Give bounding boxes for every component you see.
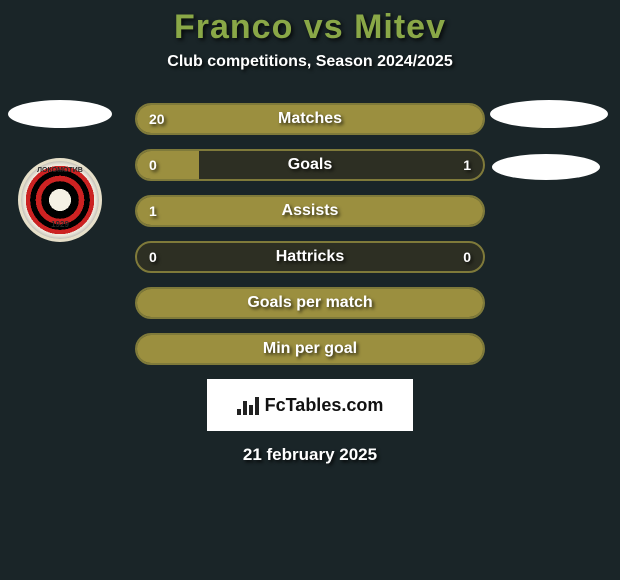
stat-row-assists: 1 Assists	[135, 195, 485, 227]
site-logo[interactable]: FcTables.com	[207, 379, 413, 431]
root-container: Franco vs Mitev Club competitions, Seaso…	[0, 0, 620, 465]
footer-date: 21 february 2025	[0, 445, 620, 465]
stat-value-left: 1	[149, 203, 157, 219]
player-photo-oval-right-1	[490, 100, 608, 128]
site-name: FcTables.com	[265, 395, 384, 416]
stat-row-matches: 20 Matches	[135, 103, 485, 135]
player-photo-oval-right-2	[492, 154, 600, 180]
page-subtitle: Club competitions, Season 2024/2025	[0, 53, 620, 71]
stat-value-right: 1	[463, 157, 471, 173]
club-badge: ЛОКОМОТИВ 1929	[18, 158, 102, 242]
stat-label: Min per goal	[263, 340, 357, 358]
stat-value-left: 20	[149, 111, 165, 127]
stat-fill	[137, 151, 199, 179]
stat-label: Matches	[278, 110, 342, 128]
stat-value-right: 0	[463, 249, 471, 265]
stat-value-left: 0	[149, 157, 157, 173]
stat-label: Goals per match	[247, 294, 372, 312]
club-badge-year: 1929	[21, 220, 99, 229]
stat-label: Hattricks	[276, 248, 344, 266]
club-badge-text: ЛОКОМОТИВ	[21, 167, 99, 174]
stat-value-left: 0	[149, 249, 157, 265]
stat-label: Assists	[282, 202, 339, 220]
stat-row-hattricks: 0 Hattricks 0	[135, 241, 485, 273]
stats-area: ЛОКОМОТИВ 1929 20 Matches 0 Goals 1 1 As…	[0, 103, 620, 365]
stat-row-goals-per-match: Goals per match	[135, 287, 485, 319]
stat-row-goals: 0 Goals 1	[135, 149, 485, 181]
stat-label: Goals	[288, 156, 332, 174]
page-title: Franco vs Mitev	[0, 8, 620, 47]
player-photo-oval-left	[8, 100, 112, 128]
bar-chart-icon	[237, 395, 259, 415]
stat-row-min-per-goal: Min per goal	[135, 333, 485, 365]
